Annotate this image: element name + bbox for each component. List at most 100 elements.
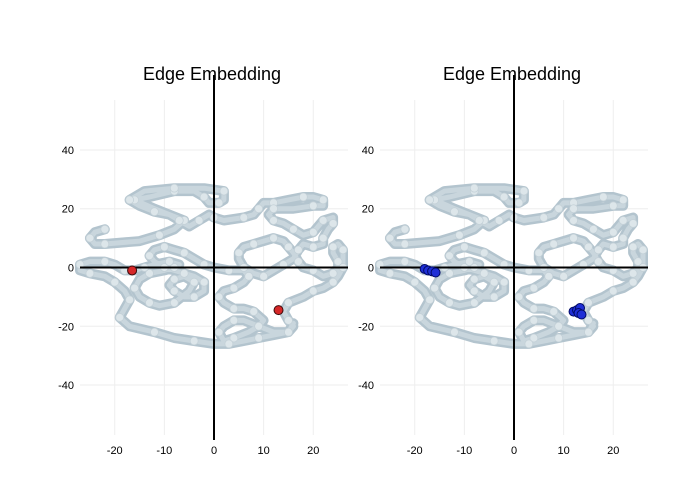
curve-point	[544, 271, 554, 281]
x-tick-label: -10	[156, 445, 172, 457]
curve-point	[169, 183, 179, 193]
curve-point	[534, 248, 544, 258]
curve-point	[179, 268, 189, 278]
curve-point	[569, 233, 578, 243]
curve-point	[100, 224, 110, 234]
curve-point	[318, 216, 328, 225]
curve-point	[214, 198, 224, 208]
curve-point	[628, 219, 638, 228]
x-tick-label: -20	[107, 445, 123, 457]
curve-point	[318, 233, 328, 243]
curve-point	[474, 216, 484, 225]
curve-point	[100, 239, 110, 249]
curve-point	[85, 233, 95, 243]
curve-point	[169, 298, 179, 308]
curve-point	[169, 274, 179, 284]
curve-point	[229, 304, 239, 314]
highlight-point	[430, 267, 441, 278]
curve-point	[284, 298, 293, 308]
curve-point	[445, 298, 454, 308]
curve-point	[269, 204, 278, 214]
curve-point	[234, 248, 244, 258]
curve-point	[549, 307, 559, 316]
y-tick-label: -20	[358, 321, 374, 333]
curve-point	[328, 268, 338, 278]
curve-point	[269, 233, 278, 243]
curve-point	[338, 245, 348, 255]
curve-point	[224, 339, 234, 349]
curve-point	[554, 333, 564, 343]
curve-point	[219, 186, 229, 196]
curve-point	[469, 286, 479, 296]
curve-point	[464, 257, 474, 267]
curve-point	[189, 277, 199, 287]
curve-point	[608, 242, 618, 252]
curve-point	[308, 286, 318, 296]
y-tick-label: -20	[58, 321, 74, 333]
curve-point	[400, 224, 410, 234]
curve-point	[529, 333, 539, 343]
x-tick-label: 0	[211, 445, 217, 457]
x-tick-label: 10	[558, 445, 570, 457]
curve-point	[328, 219, 338, 228]
curve-point	[145, 251, 154, 261]
curve-point	[239, 213, 249, 222]
curve-point	[628, 277, 638, 287]
curve-point	[608, 286, 618, 296]
curve-point	[169, 286, 179, 296]
curve-point	[618, 216, 628, 225]
curve-point	[155, 230, 164, 240]
left-panel: Edge Embedding -20 -10 0 10 20 -40 -20 0 20 40	[58, 64, 348, 457]
curve-point	[589, 224, 598, 234]
curve-point	[159, 242, 169, 252]
curve-point	[298, 192, 308, 202]
curve-point	[425, 295, 435, 305]
curve-point	[489, 292, 499, 302]
curve-point	[244, 271, 254, 281]
curve-point	[554, 321, 564, 331]
curve-point	[174, 216, 184, 225]
curve-point	[499, 277, 509, 287]
curve-point	[445, 268, 454, 278]
curve-point	[85, 268, 95, 278]
curve-point	[385, 233, 395, 243]
curve-point	[593, 257, 603, 267]
curve-point	[459, 242, 469, 252]
curve-point	[249, 239, 259, 249]
curve-point	[100, 257, 110, 267]
curve-point	[489, 336, 499, 346]
curve-point	[593, 245, 603, 255]
curve-point	[628, 268, 638, 278]
curve-point	[539, 213, 549, 222]
curve-point	[489, 277, 499, 287]
curve-point	[293, 257, 303, 267]
curve-point	[150, 327, 159, 337]
curve-point	[254, 204, 264, 214]
x-tick-label: 20	[307, 445, 319, 457]
curve-point	[254, 333, 264, 343]
curve-point	[189, 292, 199, 302]
curve-point	[598, 192, 608, 202]
curve-point	[333, 257, 343, 267]
left-panel-title: Edge Embedding	[143, 64, 281, 84]
curve-point	[229, 283, 239, 293]
curve-point	[194, 216, 204, 225]
curve-point	[284, 242, 293, 252]
curve-point	[293, 245, 303, 255]
y-tick-label: 20	[362, 204, 374, 216]
curve-point	[559, 271, 569, 281]
curve-point	[479, 248, 489, 258]
curve-point	[584, 298, 593, 308]
curve-point	[524, 339, 534, 349]
right-panel-title: Edge Embedding	[443, 64, 581, 84]
x-tick-label: 10	[258, 445, 270, 457]
curve-point	[229, 315, 239, 325]
x-tick-label: 20	[607, 445, 619, 457]
curve-point	[584, 242, 593, 252]
curve-point	[115, 313, 125, 322]
curve-point	[385, 268, 395, 278]
curve-point	[308, 242, 318, 252]
curve-point	[608, 227, 618, 237]
highlight-point	[576, 309, 587, 320]
